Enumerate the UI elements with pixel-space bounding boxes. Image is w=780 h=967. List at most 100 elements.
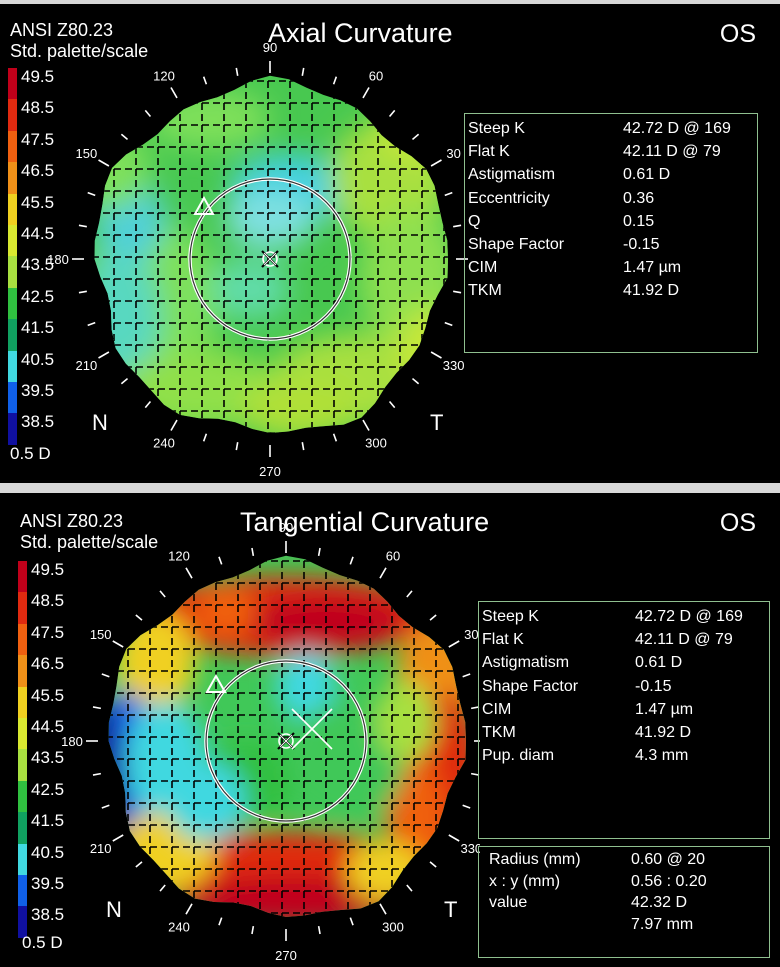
degree-ticks [72,61,468,457]
scale-label: 39.5 [21,380,55,400]
scale-step: 40.5 [8,350,98,382]
degree-tick [112,640,124,648]
scale-step-size: 0.5 D [22,933,63,952]
apex-marker [278,733,294,749]
pupil-outline-inner [205,660,367,822]
map-title: Axial Curvature [268,18,453,48]
scale-swatch [18,686,27,718]
scale-swatch [8,162,17,194]
info-value: 0.61 D [623,166,671,184]
scale-step: 38.5 [18,906,108,938]
info-value: 0.56 : 0.20 [631,872,707,890]
info-label: value [489,894,528,911]
info-row: Eccentricity 0.36 [465,190,757,213]
pupil-center-icon [279,734,293,748]
scale-label: 39.5 [31,873,65,893]
scale-swatch [8,256,17,288]
info-row: x : y (mm) 0.56 : 0.20 [479,873,769,896]
info-label: Pup. diam [482,747,555,765]
scale-label: 42.5 [31,779,65,799]
scale-label: 44.5 [21,223,55,243]
map-color-region [376,681,436,761]
degree-tick [388,109,396,118]
temporal-label: T [430,410,444,435]
scale-swatch [8,193,17,225]
scale-swatch [8,319,17,351]
scale-swatch [8,413,17,445]
angle-label: 30 [446,146,460,161]
degree-tick [301,442,305,451]
scale-step: 47.5 [8,130,98,163]
info-row: Q 0.15 [465,213,757,236]
map-color-region [210,259,290,319]
info-value: 0.61 D [635,654,683,672]
tangential-corneal-map[interactable]: 9060300330300270240210180150120 [0,493,480,967]
info-value: 41.92 D [623,282,680,300]
map-color-region [196,586,256,636]
degree-tick [317,926,321,935]
scale-swatch [18,906,27,938]
nasal-label: N [106,897,122,922]
degree-tick [101,804,110,809]
degree-tick [218,917,223,926]
degree-tick [92,772,101,776]
angle-label: 60 [386,549,400,564]
degree-tick [251,547,255,556]
scale-step: 41.5 [8,319,98,351]
info-value: 42.72 D @ 169 [623,120,731,137]
axial-corneal-map[interactable]: 9060300330300270240210180150120 [0,4,470,483]
info-row: Flat K 42.11 D @ 79 [465,143,757,166]
map-title: Tangential Curvature [240,507,490,537]
scale-label: 49.5 [21,67,55,86]
scale-step: 44.5 [8,223,98,257]
scale-swatch [18,874,27,907]
info-value: 0.60 @ 20 [631,851,706,868]
degree-tick [78,224,87,228]
degree-tick [379,567,387,579]
scale-swatch [18,780,27,813]
info-value: 42.11 D @ 79 [635,631,733,649]
info-label: Astigmatism [482,654,570,672]
angle-label: 30 [464,627,478,642]
angle-label: 270 [259,464,281,479]
degree-tick [388,400,396,409]
scale-step: 46.5 [18,655,108,687]
scale-swatch [18,623,27,656]
scale-label: 46.5 [21,161,55,181]
degree-tick [202,76,208,85]
scale-label: 45.5 [31,685,65,705]
degree-ticks [86,541,480,941]
pupil-outline-inner [189,178,351,340]
info-value: 1.47 µm [635,700,694,718]
scale-step: 46.5 [8,161,98,194]
angle-label: 150 [76,146,98,161]
degree-tick [462,804,471,809]
curvature-color-map [94,75,448,434]
info-row: Steep K 42.72 D @ 169 [465,120,757,143]
cursor-readout-box: Radius (mm) 0.60 @ 20 x : y (mm) 0.56 : 0.2… [478,846,770,958]
degree-tick [448,640,460,648]
info-row: Steep K 42.72 D @ 169 [479,608,769,631]
degree-tick [170,87,178,99]
angle-label: 330 [443,358,465,373]
info-row: value 42.32 D [479,894,769,917]
degree-tick [448,834,460,842]
temporal-label: T [444,897,458,922]
eye-indicator: OS [719,509,756,537]
keratometry-info-box: Steep K 42.72 D @ 169 Flat K 42.11 D @ 79 As… [464,113,758,353]
info-row: TKM 41.92 D [465,282,757,305]
degree-tick [87,321,96,327]
scale-step: 42.5 [18,779,108,813]
angle-label: 210 [76,358,98,373]
scale-swatch [18,843,27,875]
degree-tick [430,351,442,359]
map-color-region [240,379,360,434]
info-value: 42.11 D @ 79 [623,143,721,161]
info-value: -0.15 [635,677,672,695]
standard-label: ANSI Z80.23 Std. palette/scale [20,511,158,553]
degree-tick [362,419,370,431]
degree-tick [159,884,166,892]
reference-triangle-icon [205,673,227,693]
angle-label: 270 [275,948,297,963]
degree-tick [235,67,239,76]
